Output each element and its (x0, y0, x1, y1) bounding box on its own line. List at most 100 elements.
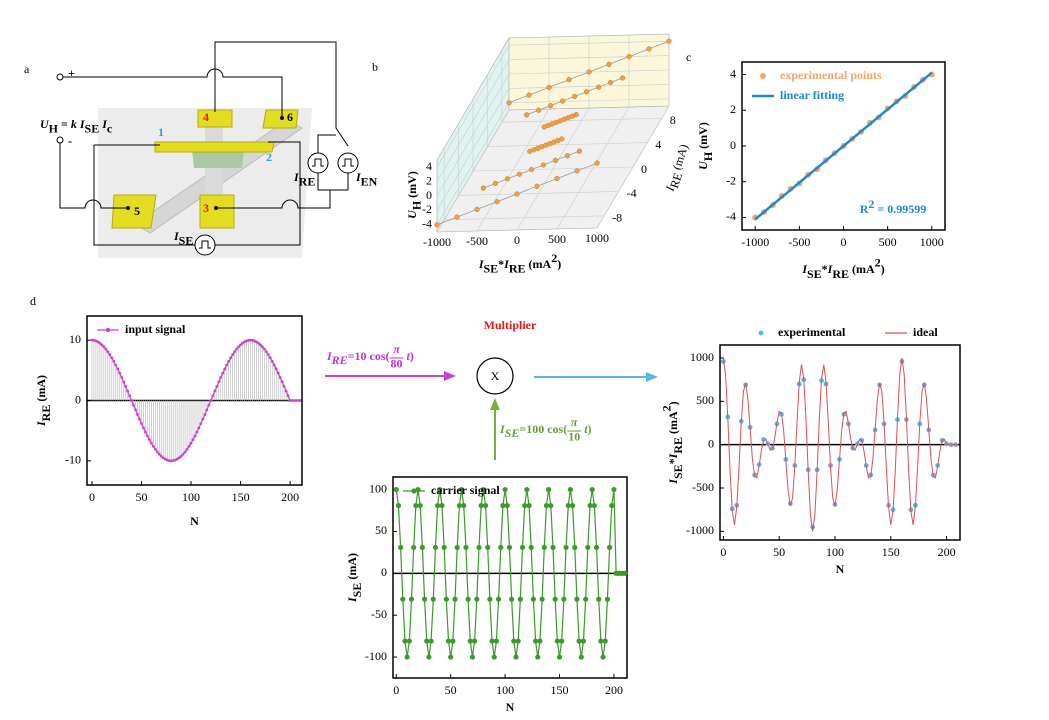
wire (317, 134, 336, 153)
grid-line (487, 142, 648, 147)
point (454, 214, 460, 220)
label-part: (mA) (345, 553, 359, 583)
y-tick-label: -4 (627, 186, 637, 200)
point (489, 638, 495, 644)
point (491, 654, 497, 660)
point (511, 638, 517, 644)
point (211, 394, 215, 398)
point (419, 544, 425, 551)
point (492, 180, 499, 187)
point (596, 596, 602, 602)
point (559, 136, 565, 142)
label-part: I (77, 117, 86, 131)
y-tick-label: 4 (730, 66, 736, 80)
x-tick-label: 200 (281, 490, 299, 504)
point (144, 430, 147, 434)
point (140, 422, 143, 426)
point (578, 654, 584, 660)
point (106, 350, 110, 354)
point (541, 544, 547, 551)
grid-line (436, 73, 510, 197)
y-tick-label: 2 (730, 102, 736, 116)
label-part: H (49, 121, 59, 135)
point (402, 638, 408, 644)
label-part: 10 (568, 429, 580, 443)
x-tick-label: 0 (720, 545, 726, 559)
grid-line (436, 45, 510, 168)
contact (111, 194, 157, 229)
point (264, 350, 268, 354)
point (586, 69, 592, 75)
y-tick-label: 1000 (690, 350, 714, 364)
point (114, 363, 118, 367)
point (191, 438, 195, 442)
x-tick-label: 50 (773, 545, 785, 559)
point (132, 403, 135, 407)
point (203, 413, 207, 416)
node (126, 206, 130, 210)
point (398, 544, 404, 551)
point (296, 399, 300, 402)
label-part: π (571, 415, 578, 429)
label-part: ) (881, 262, 885, 276)
point (666, 38, 672, 44)
x-tick-label: 100 (496, 683, 514, 697)
point (526, 502, 532, 509)
point (417, 502, 423, 509)
point (626, 53, 632, 60)
point (430, 596, 436, 602)
x-tick-label: 0 (393, 683, 399, 697)
label-part: RE (331, 353, 348, 367)
point (274, 367, 278, 371)
point (110, 356, 114, 360)
point (195, 430, 199, 434)
grid-line (508, 84, 670, 89)
label-part: π (393, 342, 400, 356)
label-part: 2 (659, 405, 673, 411)
point (583, 596, 589, 602)
z-tick-label: 0 (426, 188, 432, 202)
label-part: I (293, 170, 300, 184)
point (150, 441, 153, 445)
label-part: 2 (868, 197, 874, 211)
point (552, 596, 558, 602)
wire (60, 68, 283, 118)
point (547, 103, 554, 109)
point (282, 385, 286, 388)
point (564, 153, 571, 159)
point (500, 502, 506, 509)
point (120, 375, 124, 379)
point (606, 61, 612, 67)
point (233, 350, 237, 354)
legend-swatch (758, 330, 764, 336)
point (213, 389, 217, 393)
point (221, 371, 225, 375)
point (270, 359, 274, 363)
contact (199, 194, 235, 229)
label: N (190, 514, 199, 528)
point (546, 486, 552, 493)
contact-number: 5 (134, 204, 140, 218)
point (535, 107, 542, 113)
label-part: SE (483, 261, 498, 275)
point (589, 486, 595, 493)
point (761, 437, 766, 442)
multiplier-node (476, 357, 514, 395)
contact-number: 2 (266, 150, 272, 164)
point (604, 596, 611, 602)
label-part: SE (350, 583, 364, 598)
point (523, 112, 530, 118)
point (554, 176, 560, 182)
label-part: RE (671, 437, 685, 454)
y-tick-label: -500 (692, 480, 714, 494)
point (122, 380, 126, 384)
label-part: N (836, 562, 845, 576)
point (494, 199, 500, 205)
point (530, 596, 537, 602)
legend-label: ideal (913, 325, 938, 339)
point (583, 89, 590, 95)
label: N (506, 700, 515, 714)
